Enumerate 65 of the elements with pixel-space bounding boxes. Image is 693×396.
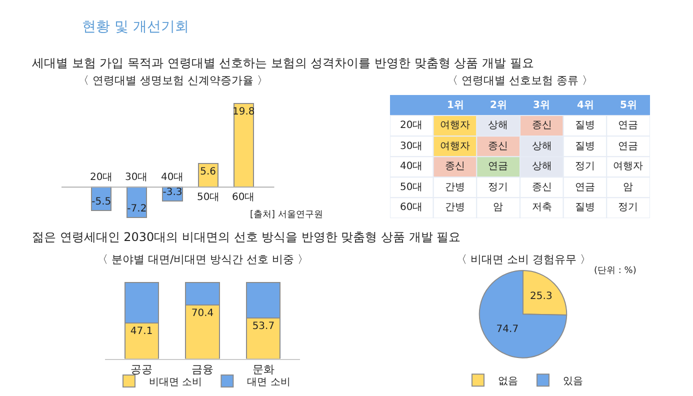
text: 저축 — [532, 202, 552, 213]
text: 간병 — [445, 202, 465, 213]
x-tick-label: 30대 — [125, 172, 148, 183]
x-tick-label: 2위 — [490, 100, 507, 111]
data-label: -7.2 — [127, 203, 147, 214]
data-label: 5.6 — [200, 166, 216, 178]
x-tick-label: 금융 — [192, 362, 214, 376]
x-tick-label: 3위 — [533, 100, 550, 111]
legend-label: 없음 — [498, 376, 518, 387]
text: 연금 — [575, 182, 595, 193]
y-tick-label: 60대 — [400, 202, 423, 213]
text: 현황 및 개선기회 — [82, 19, 189, 35]
text: 질병 — [575, 202, 595, 213]
text: 세대별 보험 가입 목적과 연령대별 선호하는 보험의 성격차이를 반영한 맞춤형 상품 개발 필요 — [32, 56, 534, 70]
pie-slice — [478, 270, 568, 358]
text: 정기 — [618, 202, 638, 213]
x-tick-label: 4위 — [577, 100, 594, 111]
text: 질병 — [575, 120, 595, 131]
x-tick-label: 1위 — [447, 100, 464, 111]
text: 연금 — [488, 161, 508, 172]
text: 정기 — [488, 182, 508, 193]
data-label: 25.3 — [530, 290, 552, 302]
chart-title: 〈 비대면 소비 경험유무 〉 — [456, 253, 591, 266]
data-label: -3.3 — [162, 187, 182, 198]
x-tick-label: 20대 — [90, 172, 113, 183]
text: 정기 — [575, 161, 595, 172]
legend-label: 있음 — [563, 376, 583, 387]
legend-label: 비대면 소비 — [149, 376, 202, 388]
data-label: 53.7 — [252, 320, 275, 332]
text: 젊은 연령세대인 2030대의 비대면의 선호 방식을 반영한 맞춤형 상품 개발 필요 — [32, 230, 461, 244]
x-tick-label: 문화 — [252, 362, 274, 376]
x-tick-label: 40대 — [161, 172, 184, 183]
legend-label: 대면 소비 — [247, 376, 290, 388]
data-label: 70.4 — [191, 308, 214, 320]
text: 상해 — [532, 141, 552, 152]
y-tick-label: 30대 — [400, 141, 423, 152]
text: 여행자 — [440, 120, 470, 131]
y-tick-label: 50대 — [400, 182, 423, 193]
y-tick-label: 20대 — [400, 120, 423, 131]
text: 상해 — [532, 161, 552, 172]
text: 종신 — [445, 161, 465, 172]
data-label: 47.1 — [130, 326, 153, 337]
text: 간병 — [445, 182, 465, 193]
text: 종신 — [532, 120, 552, 131]
text: 상해 — [488, 120, 508, 131]
text: 암 — [493, 202, 503, 213]
text: 여행자 — [613, 161, 643, 172]
annotation: [출처] 서울연구원 — [250, 210, 323, 220]
chart-title: 〈 분야별 대면/비대면 방식간 선호 비중 〉 — [97, 253, 309, 266]
data-label: -5.5 — [92, 196, 112, 208]
y-tick-label: 40대 — [400, 161, 423, 172]
text: 종신 — [488, 141, 508, 152]
data-label: 74.7 — [496, 324, 519, 335]
chart-title: 〈 연령대별 선호보험 종류 〉 — [447, 74, 593, 87]
x-tick-label: 공공 — [130, 362, 153, 376]
data-label: 19.8 — [232, 106, 255, 118]
text: 암 — [623, 182, 633, 193]
text: 여행자 — [440, 141, 470, 152]
chart-title: 〈 연령대별 생명보험 신계약증가율 〉 — [78, 74, 268, 87]
x-tick-label: 5위 — [620, 100, 637, 111]
text: 질병 — [575, 141, 595, 152]
text: 종신 — [532, 182, 552, 193]
text: 연금 — [618, 120, 638, 131]
text: 연금 — [618, 141, 638, 152]
text: (단위 : %) — [594, 266, 636, 276]
